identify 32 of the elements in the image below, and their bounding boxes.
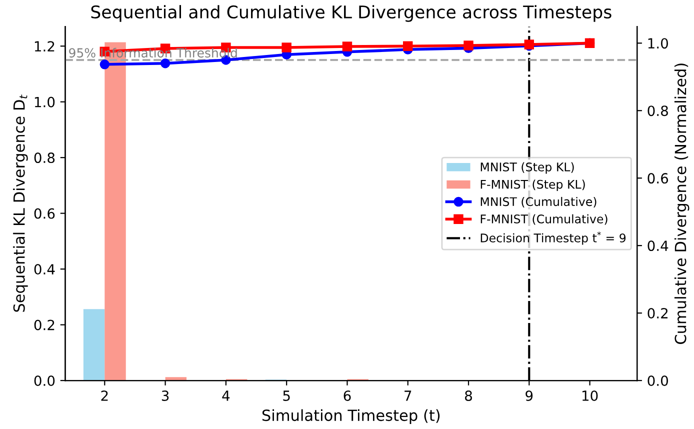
x-tick-label: 4 [222,390,230,401]
y-tick-label: 0.4 [34,264,55,275]
legend-label: F-MNIST (Step KL) [480,180,585,192]
x-tick-label: 2 [101,390,108,401]
chart-title: Sequential and Cumulative KL Divergence across Timesteps [91,5,612,22]
y-tick-label: 1.2 [34,41,54,52]
x-tick-label: 3 [162,390,169,401]
y2-tick-label: 0.8 [648,106,668,116]
y-tick-label: 0.8 [34,152,55,164]
x-tick-label: 7 [404,390,412,401]
x-axis-title: Simulation Timestep (t) [262,409,440,424]
y2-tick-label: 1.0 [648,38,668,49]
y2-tick-label: 0.4 [648,240,668,252]
y2-tick-label: 0.2 [648,308,668,319]
x-tick-label: 6 [344,390,351,401]
legend-label: F-MNIST (Cumulative) [480,214,608,225]
x-tick-label: 8 [465,390,472,401]
ref-line-label: Decision Timestep t$^{*}$ = 9 [480,232,626,245]
legend-label: MNIST (Cumulative) [480,196,596,208]
ref-line-label: 95% Information Threshold [69,48,237,58]
legend-label: MNIST (Step KL) [480,162,574,174]
y2-axis-title: Cumulative Divergence (Normalized) [674,64,690,344]
y-tick-label: 1.0 [34,96,55,108]
x-tick-label: 9 [526,390,533,401]
y2-tick-label: 0.0 [648,375,668,386]
y-tick-label: 0.2 [34,320,54,330]
y-axis-title: Sequential KL Divergence D$_{t}$ [13,94,28,312]
y2-tick-label: 0.6 [648,173,668,184]
y-tick-label: 0.0 [34,375,55,386]
y-tick-label: 0.6 [34,208,55,219]
x-tick-label: 5 [283,390,290,401]
x-tick-label: 10 [582,390,598,401]
